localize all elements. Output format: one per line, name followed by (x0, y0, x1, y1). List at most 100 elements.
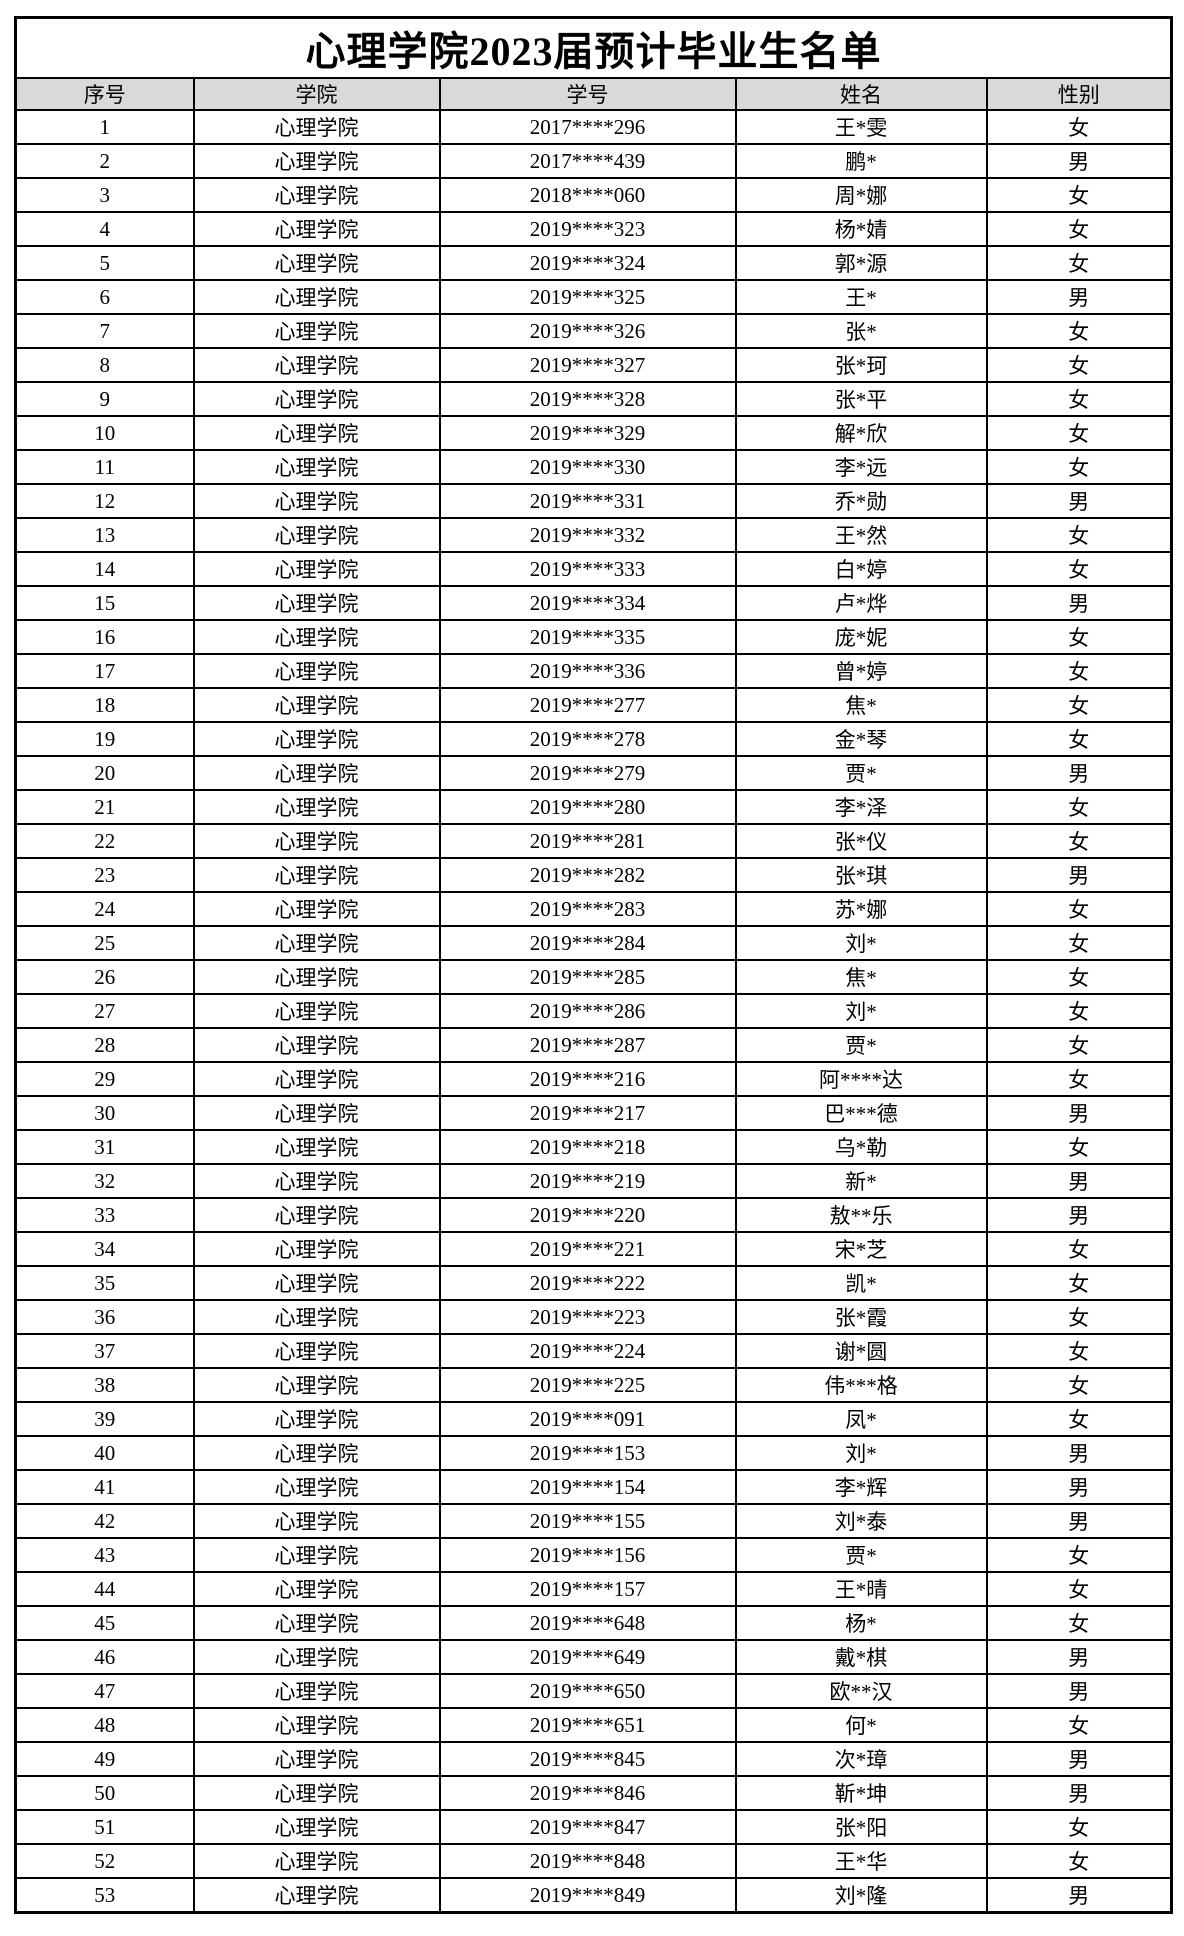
cell-student-id: 2019****331 (438, 483, 737, 519)
cell-student-id: 2019****220 (438, 1197, 737, 1233)
cell-name: 苏*娜 (734, 891, 988, 927)
cell-index: 26 (14, 959, 195, 995)
cell-student-id: 2019****155 (438, 1503, 737, 1539)
table-row: 53 心理学院 2019****849 刘*隆 男 (14, 1877, 1173, 1914)
col-header-student-id: 学号 (438, 77, 737, 111)
cell-student-id: 2019****224 (438, 1333, 737, 1369)
cell-gender: 女 (985, 245, 1173, 281)
cell-college: 心理学院 (192, 1027, 441, 1063)
cell-index: 18 (14, 687, 195, 723)
table-row: 8 心理学院 2019****327 张*珂 女 (14, 347, 1173, 383)
cell-name: 李*远 (734, 449, 988, 485)
cell-student-id: 2019****286 (438, 993, 737, 1029)
cell-college: 心理学院 (192, 313, 441, 349)
cell-college: 心理学院 (192, 1163, 441, 1199)
cell-college: 心理学院 (192, 1129, 441, 1165)
cell-index: 46 (14, 1639, 195, 1675)
table-row: 30 心理学院 2019****217 巴***德 男 (14, 1095, 1173, 1131)
cell-student-id: 2019****278 (438, 721, 737, 757)
table-row: 5 心理学院 2019****324 郭*源 女 (14, 245, 1173, 281)
cell-student-id: 2019****219 (438, 1163, 737, 1199)
cell-name: 刘*隆 (734, 1877, 988, 1914)
cell-college: 心理学院 (192, 1265, 441, 1301)
cell-gender: 男 (985, 1197, 1173, 1233)
cell-index: 47 (14, 1673, 195, 1709)
cell-college: 心理学院 (192, 823, 441, 859)
cell-name: 靳*坤 (734, 1775, 988, 1811)
cell-index: 9 (14, 381, 195, 417)
cell-index: 42 (14, 1503, 195, 1539)
cell-student-id: 2019****223 (438, 1299, 737, 1335)
cell-name: 金*琴 (734, 721, 988, 757)
table-row: 14 心理学院 2019****333 白*婷 女 (14, 551, 1173, 587)
table-row: 44 心理学院 2019****157 王*晴 女 (14, 1571, 1173, 1607)
cell-college: 心理学院 (192, 109, 441, 145)
cell-college: 心理学院 (192, 1197, 441, 1233)
cell-index: 51 (14, 1809, 195, 1845)
cell-college: 心理学院 (192, 755, 441, 791)
cell-student-id: 2019****216 (438, 1061, 737, 1097)
cell-college: 心理学院 (192, 959, 441, 995)
cell-name: 新* (734, 1163, 988, 1199)
cell-gender: 女 (985, 789, 1173, 825)
cell-college: 心理学院 (192, 211, 441, 247)
cell-name: 阿****达 (734, 1061, 988, 1097)
title-row: 心理学院2023届预计毕业生名单 (14, 16, 1173, 79)
cell-index: 11 (14, 449, 195, 485)
cell-college: 心理学院 (192, 1809, 441, 1845)
table-row: 23 心理学院 2019****282 张*琪 男 (14, 857, 1173, 893)
cell-student-id: 2019****281 (438, 823, 737, 859)
table-row: 32 心理学院 2019****219 新* 男 (14, 1163, 1173, 1199)
cell-student-id: 2019****217 (438, 1095, 737, 1131)
table-row: 50 心理学院 2019****846 靳*坤 男 (14, 1775, 1173, 1811)
table-row: 16 心理学院 2019****335 庞*妮 女 (14, 619, 1173, 655)
cell-gender: 女 (985, 1843, 1173, 1879)
cell-name: 李*辉 (734, 1469, 988, 1505)
cell-gender: 女 (985, 925, 1173, 961)
cell-index: 19 (14, 721, 195, 757)
cell-gender: 女 (985, 1537, 1173, 1573)
cell-college: 心理学院 (192, 551, 441, 587)
cell-name: 卢*烨 (734, 585, 988, 621)
cell-name: 张*琪 (734, 857, 988, 893)
cell-index: 15 (14, 585, 195, 621)
cell-index: 21 (14, 789, 195, 825)
table-row: 17 心理学院 2019****336 曾*婷 女 (14, 653, 1173, 689)
cell-gender: 女 (985, 1605, 1173, 1641)
col-header-name: 姓名 (734, 77, 988, 111)
cell-college: 心理学院 (192, 1231, 441, 1267)
cell-student-id: 2019****282 (438, 857, 737, 893)
cell-name: 张*平 (734, 381, 988, 417)
table-row: 25 心理学院 2019****284 刘* 女 (14, 925, 1173, 961)
cell-student-id: 2019****334 (438, 585, 737, 621)
cell-name: 谢*圆 (734, 1333, 988, 1369)
table-row: 41 心理学院 2019****154 李*辉 男 (14, 1469, 1173, 1505)
cell-index: 1 (14, 109, 195, 145)
cell-student-id: 2019****333 (438, 551, 737, 587)
table-row: 33 心理学院 2019****220 敖**乐 男 (14, 1197, 1173, 1233)
cell-college: 心理学院 (192, 993, 441, 1029)
cell-index: 10 (14, 415, 195, 451)
cell-gender: 男 (985, 585, 1173, 621)
table-row: 37 心理学院 2019****224 谢*圆 女 (14, 1333, 1173, 1369)
cell-name: 王*雯 (734, 109, 988, 145)
cell-college: 心理学院 (192, 1571, 441, 1607)
col-header-index: 序号 (14, 77, 195, 111)
cell-gender: 女 (985, 381, 1173, 417)
cell-index: 49 (14, 1741, 195, 1777)
cell-name: 郭*源 (734, 245, 988, 281)
cell-name: 解*欣 (734, 415, 988, 451)
cell-student-id: 2019****154 (438, 1469, 737, 1505)
cell-student-id: 2019****153 (438, 1435, 737, 1471)
cell-gender: 男 (985, 483, 1173, 519)
cell-index: 48 (14, 1707, 195, 1743)
cell-gender: 女 (985, 1333, 1173, 1369)
cell-college: 心理学院 (192, 721, 441, 757)
cell-name: 王*晴 (734, 1571, 988, 1607)
cell-gender: 男 (985, 1877, 1173, 1914)
cell-gender: 男 (985, 1163, 1173, 1199)
cell-gender: 女 (985, 347, 1173, 383)
cell-college: 心理学院 (192, 1367, 441, 1403)
cell-gender: 女 (985, 891, 1173, 927)
